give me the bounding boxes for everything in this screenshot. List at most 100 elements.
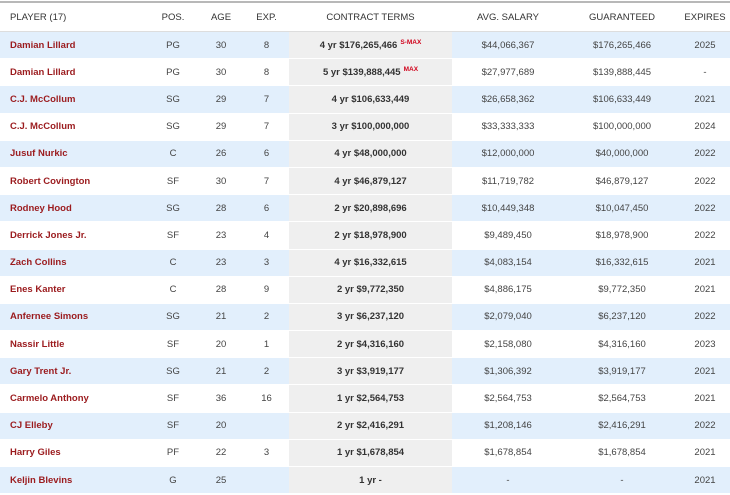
player-link[interactable]: Robert Covington [10, 175, 91, 187]
table-row: Nassir Little SF 20 1 2 yr $4,316,160 $2,158,… [0, 330, 730, 359]
player-link[interactable]: Carmelo Anthony [10, 393, 89, 405]
expires-cell: 2022 [680, 412, 730, 440]
header-pos[interactable]: POS. [148, 3, 198, 32]
player-cell: Harry Giles [0, 439, 148, 468]
pos-cell: SF [148, 412, 198, 440]
expires-cell: 2021 [680, 357, 730, 386]
exp-cell [244, 412, 289, 440]
expires-cell: - [680, 58, 730, 87]
pos-cell: SG [148, 113, 198, 141]
header-player[interactable]: PLAYER (17) [0, 3, 148, 32]
table-row: Gary Trent Jr. SG 21 2 3 yr $3,919,177 $1,306… [0, 357, 730, 386]
age-cell: 30 [198, 167, 244, 196]
player-link[interactable]: Keljin Blevins [10, 474, 73, 486]
contract-terms: 4 yr $48,000,000 [334, 148, 407, 160]
player-link[interactable]: Harry Giles [10, 447, 61, 459]
expires-cell: 2022 [680, 140, 730, 168]
exp-cell: 7 [244, 113, 289, 141]
guaranteed-cell: $176,265,466 [564, 31, 680, 60]
avg-salary-cell: $44,066,367 [452, 31, 564, 60]
expires-cell: 2025 [680, 31, 730, 60]
exp-cell: 8 [244, 58, 289, 87]
exp-cell: 1 [244, 330, 289, 359]
expires-cell: 2022 [680, 221, 730, 250]
contract-terms: 2 yr $20,898,696 [334, 202, 407, 214]
player-cell: Robert Covington [0, 167, 148, 196]
table-row: Derrick Jones Jr. SF 23 4 2 yr $18,978,900 $9… [0, 221, 730, 250]
player-link[interactable]: Derrick Jones Jr. [10, 229, 87, 241]
player-cell: Carmelo Anthony [0, 384, 148, 413]
exp-cell: 3 [244, 439, 289, 468]
header-guaranteed[interactable]: GUARANTEED [564, 3, 680, 32]
player-link[interactable]: C.J. McCollum [10, 93, 76, 105]
top-divider [0, 1, 730, 3]
exp-cell: 4 [244, 221, 289, 250]
header-avg-salary[interactable]: AVG. SALARY [452, 3, 564, 32]
header-exp[interactable]: EXP. [244, 3, 289, 32]
pos-cell: SF [148, 330, 198, 359]
player-cell: Derrick Jones Jr. [0, 221, 148, 250]
exp-cell [244, 466, 289, 495]
table-row: CJ Elleby SF 20 2 yr $2,416,291 $1,208,146 $2… [0, 412, 730, 440]
player-link[interactable]: Damian Lillard [10, 66, 76, 78]
contract-terms-cell: 3 yr $100,000,000 [289, 113, 452, 141]
expires-cell: 2021 [680, 439, 730, 468]
guaranteed-cell: $3,919,177 [564, 357, 680, 386]
header-age[interactable]: AGE [198, 3, 244, 32]
expires-cell: 2021 [680, 384, 730, 413]
contract-terms-cell: 4 yr $176,265,466 S-MAX [289, 31, 452, 60]
contract-terms-cell: 2 yr $2,416,291 [289, 412, 452, 440]
header-contract-terms[interactable]: CONTRACT TERMS [289, 3, 452, 32]
avg-salary-cell: $1,306,392 [452, 357, 564, 386]
pos-cell: PF [148, 439, 198, 468]
pos-cell: C [148, 249, 198, 277]
player-link[interactable]: Damian Lillard [10, 39, 76, 51]
age-cell: 36 [198, 384, 244, 413]
expires-cell: 2022 [680, 194, 730, 223]
guaranteed-cell: $16,332,615 [564, 249, 680, 277]
exp-cell: 2 [244, 357, 289, 386]
table-row: Anfernee Simons SG 21 2 3 yr $6,237,120 $2,07… [0, 303, 730, 332]
table-row: Damian Lillard PG 30 8 4 yr $176,265,466 S-MA… [0, 31, 730, 60]
player-cell: C.J. McCollum [0, 113, 148, 141]
avg-salary-cell: $33,333,333 [452, 113, 564, 141]
age-cell: 28 [198, 194, 244, 223]
guaranteed-cell: $10,047,450 [564, 194, 680, 223]
pos-cell: G [148, 466, 198, 495]
age-cell: 30 [198, 58, 244, 87]
contract-terms-cell: 3 yr $6,237,120 [289, 303, 452, 332]
avg-salary-cell: $4,083,154 [452, 249, 564, 277]
guaranteed-cell: $18,978,900 [564, 221, 680, 250]
player-cell: C.J. McCollum [0, 85, 148, 114]
avg-salary-cell: $26,658,362 [452, 85, 564, 114]
table-row: Rodney Hood SG 28 6 2 yr $20,898,696 $10,449,… [0, 194, 730, 223]
player-link[interactable]: Gary Trent Jr. [10, 365, 72, 377]
player-link[interactable]: Nassir Little [10, 338, 65, 350]
player-link[interactable]: Rodney Hood [10, 202, 72, 214]
contract-terms-cell: 1 yr - [289, 466, 452, 495]
contract-terms: 1 yr - [359, 474, 382, 486]
expires-cell: 2023 [680, 330, 730, 359]
player-link[interactable]: Enes Kanter [10, 284, 66, 296]
avg-salary-cell: $12,000,000 [452, 140, 564, 168]
contract-terms-cell: 2 yr $18,978,900 [289, 221, 452, 250]
player-link[interactable]: Jusuf Nurkic [10, 148, 68, 160]
player-link[interactable]: Anfernee Simons [10, 311, 89, 323]
pos-cell: PG [148, 31, 198, 60]
player-link[interactable]: C.J. McCollum [10, 121, 76, 133]
age-cell: 20 [198, 330, 244, 359]
table-row: Robert Covington SF 30 7 4 yr $46,879,127 $11… [0, 167, 730, 196]
player-link[interactable]: CJ Elleby [10, 420, 53, 432]
contract-terms: 2 yr $2,416,291 [336, 420, 405, 432]
table-row: Harry Giles PF 22 3 1 yr $1,678,854 $1,678,85… [0, 439, 730, 468]
header-expires[interactable]: EXPIRES [680, 3, 730, 32]
expires-cell: 2022 [680, 167, 730, 196]
table-row: Enes Kanter C 28 9 2 yr $9,772,350 $4,886,175… [0, 276, 730, 304]
avg-salary-cell: $9,489,450 [452, 221, 564, 250]
max-badge: MAX [403, 66, 419, 74]
pos-cell: C [148, 140, 198, 168]
player-link[interactable]: Zach Collins [10, 257, 67, 269]
pos-cell: SF [148, 167, 198, 196]
contract-terms: 3 yr $6,237,120 [336, 311, 405, 323]
pos-cell: SG [148, 194, 198, 223]
